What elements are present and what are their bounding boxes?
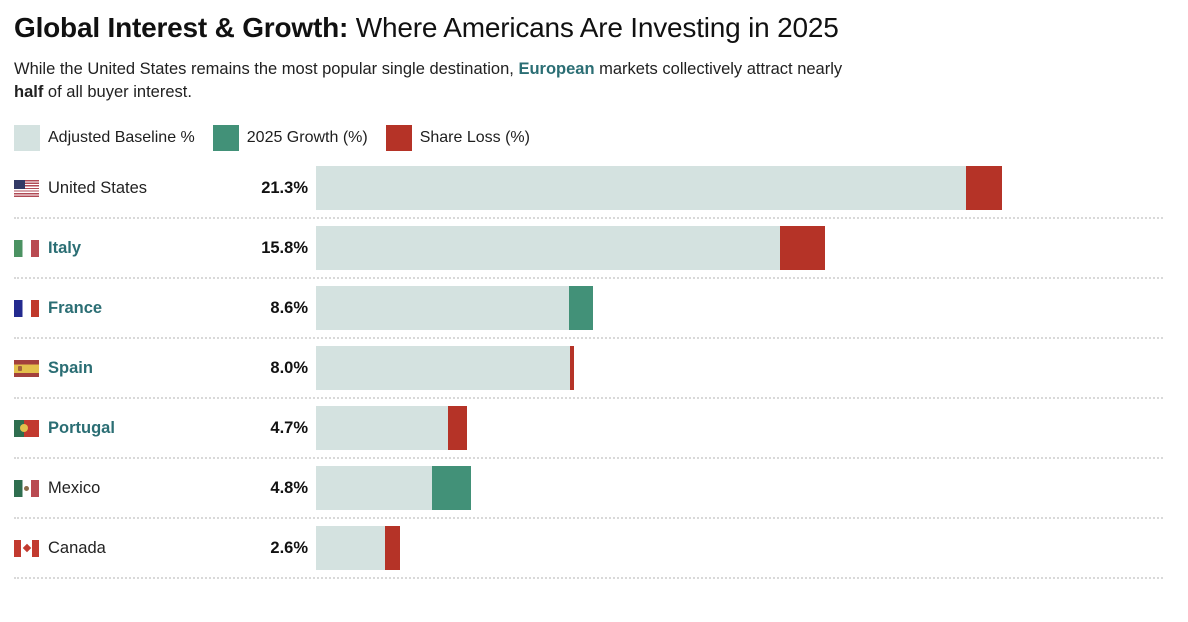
country-label: Italy <box>48 238 82 257</box>
loss-bar-segment <box>569 346 574 391</box>
row-label-area: France 8.6% <box>14 299 316 318</box>
country-label: France <box>48 298 103 317</box>
spain-flag-icon <box>14 359 39 377</box>
country-row-portugal: Portugal 4.7% <box>14 399 1163 460</box>
canada-flag-icon <box>14 539 39 557</box>
country-label: Spain <box>48 358 93 377</box>
country-label: United States <box>48 178 148 197</box>
country-row-mexico: Mexico 4.8% <box>14 459 1163 520</box>
portugal-flag-icon <box>14 419 39 437</box>
country-label: Canada <box>48 538 106 557</box>
country-row-united-states: United States 21.3% <box>14 159 1163 220</box>
subtitle-text: While the United States remains the most… <box>14 60 519 79</box>
chart: United States 21.3% Italy 15.8% France 8.6% Sp… <box>14 159 1163 580</box>
infographic: Global Interest & Growth: Where American… <box>0 0 1188 579</box>
row-label-area: Canada 2.6% <box>14 539 316 558</box>
mexico-flag-icon <box>14 479 39 497</box>
subtitle-text-mid: markets collectively attract nearly <box>594 60 843 79</box>
country-label: Portugal <box>48 418 115 437</box>
row-label-area: Spain 8.0% <box>14 359 316 378</box>
title-rest: Where Americans Are Investing in 2025 <box>348 12 839 43</box>
baseline-bar-segment <box>316 346 570 391</box>
value-label: 2.6% <box>270 538 308 557</box>
subtitle-text-end: of all buyer interest. <box>43 83 192 102</box>
baseline-bar-segment <box>316 406 449 451</box>
legend-label: 2025 Growth (%) <box>246 129 368 147</box>
growth-bar-segment <box>431 466 471 511</box>
subtitle-bold-half: half <box>14 83 44 102</box>
legend-label: Share Loss (%) <box>419 129 530 147</box>
value-label: 15.8% <box>261 238 308 257</box>
bar <box>316 526 400 571</box>
bar <box>316 346 574 391</box>
legend: Adjusted Baseline % 2025 Growth (%) Shar… <box>14 125 1163 152</box>
growth-bar-segment <box>568 286 593 331</box>
baseline-bar-segment <box>316 286 569 331</box>
baseline-swatch-icon <box>14 125 40 152</box>
legend-item-loss: Share Loss (%) <box>385 125 530 152</box>
row-label-area: Italy 15.8% <box>14 239 316 258</box>
loss-bar-segment <box>779 226 825 271</box>
page-title: Global Interest & Growth: Where American… <box>14 12 1163 44</box>
united-states-flag-icon <box>14 179 39 197</box>
italy-flag-icon <box>14 239 39 257</box>
loss-swatch-icon <box>385 125 412 152</box>
bar <box>316 406 468 451</box>
value-label: 4.7% <box>270 418 308 437</box>
baseline-bar-segment <box>316 466 432 511</box>
legend-item-growth: 2025 Growth (%) <box>212 125 368 152</box>
value-label: 21.3% <box>261 178 308 197</box>
country-row-italy: Italy 15.8% <box>14 219 1163 280</box>
baseline-bar-segment <box>316 526 386 571</box>
value-label: 8.6% <box>270 298 308 317</box>
value-label: 8.0% <box>270 358 308 377</box>
bar <box>316 166 1002 211</box>
bar <box>316 226 825 271</box>
baseline-bar-segment <box>316 166 967 211</box>
baseline-bar-segment <box>316 226 780 271</box>
growth-swatch-icon <box>212 125 239 152</box>
country-row-canada: Canada 2.6% <box>14 519 1163 580</box>
bar <box>316 466 471 511</box>
loss-bar-segment <box>385 526 400 571</box>
loss-bar-segment <box>448 406 468 451</box>
subtitle-highlight-european: European <box>518 60 595 79</box>
subtitle: While the United States remains the most… <box>14 58 1154 104</box>
row-label-area: United States 21.3% <box>14 179 316 198</box>
country-row-france: France 8.6% <box>14 279 1163 340</box>
country-label: Mexico <box>48 478 101 497</box>
loss-bar-segment <box>966 166 1002 211</box>
row-label-area: Mexico 4.8% <box>14 479 316 498</box>
value-label: 4.8% <box>270 478 308 497</box>
legend-item-baseline: Adjusted Baseline % <box>14 125 195 152</box>
france-flag-icon <box>14 299 39 317</box>
row-label-area: Portugal 4.7% <box>14 419 316 438</box>
legend-label: Adjusted Baseline % <box>48 129 195 147</box>
title-emphasis: Global Interest & Growth: <box>14 12 349 43</box>
country-row-spain: Spain 8.0% <box>14 339 1163 400</box>
bar <box>316 286 593 331</box>
